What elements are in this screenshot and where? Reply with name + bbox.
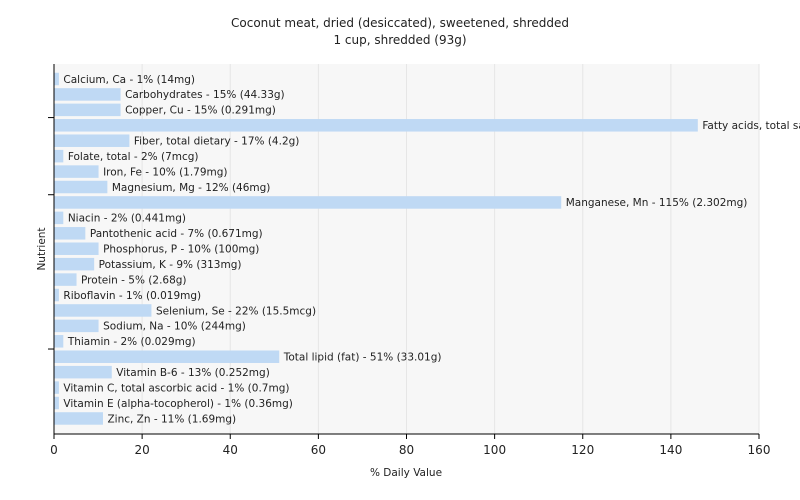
bar (54, 396, 59, 410)
bar-label: Copper, Cu - 15% (0.291mg) (125, 105, 276, 117)
bar (54, 273, 77, 286)
bar (54, 257, 95, 271)
bar (54, 119, 698, 132)
x-axis-title: % Daily Value (370, 467, 442, 479)
bar-label: Vitamin C, total ascorbic acid - 1% (0.7… (63, 382, 289, 394)
bar-label: Iron, Fe - 10% (1.79mg) (103, 166, 227, 178)
bar-labels: Calcium, Ca - 1% (14mg) Carbohydrates - 1… (63, 74, 800, 425)
bar-label: Potassium, K - 9% (313mg) (99, 259, 242, 271)
bar-label: Calcium, Ca - 1% (14mg) (63, 74, 195, 86)
bar-label: Riboflavin - 1% (0.019mg) (63, 290, 201, 302)
bar-label: Thiamin - 2% (0.029mg) (67, 336, 196, 348)
x-tick-label: 100 (483, 443, 506, 457)
bar-label: Pantothenic acid - 7% (0.671mg) (90, 228, 263, 240)
x-tick-label: 20 (134, 443, 149, 457)
bar (54, 335, 64, 348)
bar (54, 149, 64, 163)
bar (54, 319, 99, 333)
bar (54, 288, 59, 302)
bar (54, 211, 64, 225)
bar-label: Protein - 5% (2.68g) (81, 274, 187, 286)
x-tick-label: 160 (748, 443, 771, 457)
chart-title: Coconut meat, dried (desiccated), sweete… (231, 16, 569, 30)
bar (54, 412, 103, 425)
bar-label: Niacin - 2% (0.441mg) (68, 213, 186, 225)
bar-label: Manganese, Mn - 115% (2.302mg) (566, 197, 748, 209)
bar (54, 304, 152, 317)
bar (54, 242, 99, 255)
bar-label: Fiber, total dietary - 17% (4.2g) (134, 136, 299, 148)
bar (54, 103, 121, 117)
bar-label: Carbohydrates - 15% (44.33g) (125, 89, 285, 101)
bar (54, 365, 112, 379)
bars (54, 72, 698, 425)
bar-label: Zinc, Zn - 11% (1.69mg) (107, 413, 236, 425)
bar-label: Selenium, Se - 22% (15.5mcg) (156, 305, 316, 317)
y-axis-title: Nutrient (36, 227, 48, 270)
bar (54, 134, 130, 147)
bar (54, 165, 99, 178)
bar-label: Total lipid (fat) - 51% (33.01g) (283, 352, 442, 364)
bar (54, 227, 86, 240)
bar (54, 180, 108, 194)
x-ticks: 0 20 40 60 80 100 120 140 160 (50, 434, 770, 457)
bar-label: Vitamin E (alpha-tocopherol) - 1% (0.36m… (63, 398, 293, 410)
bar (54, 196, 562, 209)
bar (54, 350, 280, 363)
bar-label: Folate, total - 2% (7mcg) (68, 151, 199, 163)
bar-label: Magnesium, Mg - 12% (46mg) (112, 182, 271, 194)
bar (54, 88, 121, 101)
x-tick-label: 80 (399, 443, 414, 457)
bar-label: Sodium, Na - 10% (244mg) (103, 321, 246, 333)
bar (54, 381, 59, 394)
x-tick-label: 0 (50, 443, 58, 457)
x-tick-label: 40 (223, 443, 238, 457)
bar (54, 72, 59, 86)
x-tick-label: 60 (311, 443, 326, 457)
bar-label: Phosphorus, P - 10% (100mg) (103, 244, 259, 256)
x-tick-label: 140 (659, 443, 682, 457)
y-ticks (48, 117, 54, 350)
bar-label: Fatty acids, total saturated - 146% (29.… (702, 120, 800, 132)
bar-label: Vitamin B-6 - 13% (0.252mg) (116, 367, 270, 379)
x-tick-label: 120 (571, 443, 594, 457)
chart-subtitle: 1 cup, shredded (93g) (333, 33, 466, 47)
